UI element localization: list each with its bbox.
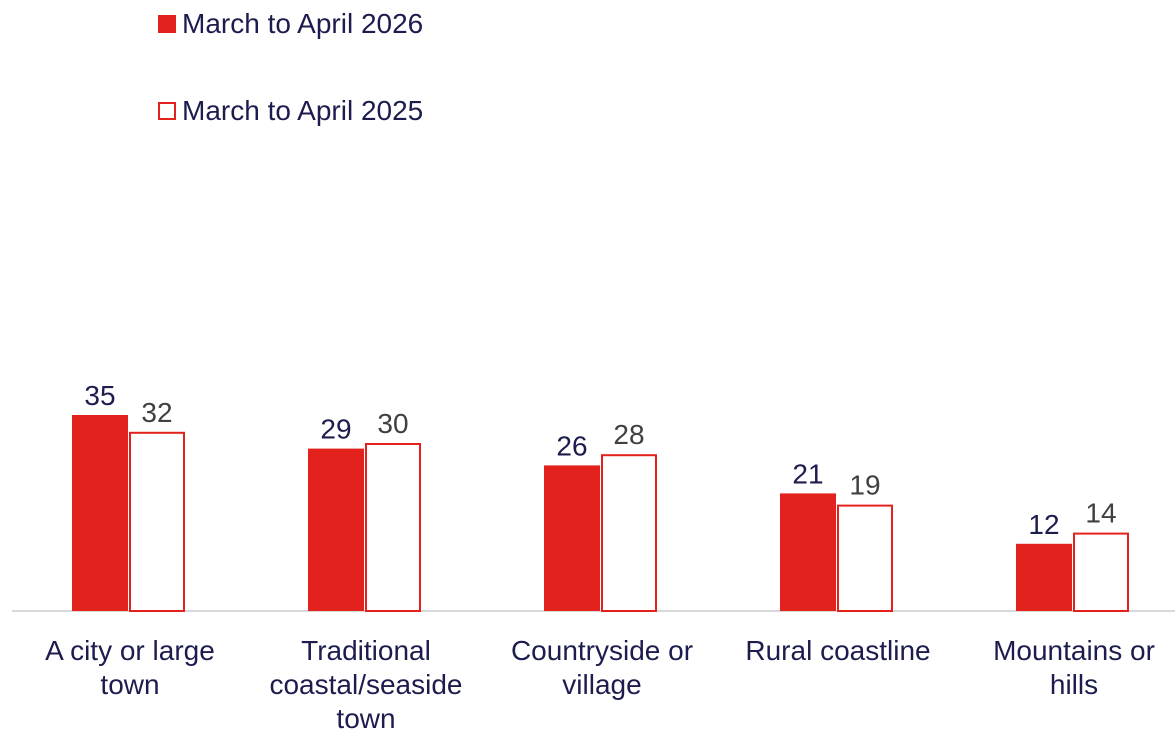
bar-series-1-5 xyxy=(1016,543,1072,611)
bar-series-1-3 xyxy=(544,465,600,611)
bar-series-2-1 xyxy=(129,431,185,612)
data-label-series-1-4: 21 xyxy=(792,458,823,489)
data-label-series-1-2: 29 xyxy=(320,414,351,445)
data-label-series-2-5: 14 xyxy=(1085,498,1116,529)
bar-series-2-3 xyxy=(601,454,657,613)
bar-series-2-5 xyxy=(1073,532,1129,612)
legend-label-1: March to April 2026 xyxy=(182,8,424,39)
bar-series-2-4 xyxy=(837,504,893,613)
bar-series-1-2 xyxy=(308,448,364,611)
legend-item-1: March to April 2026 xyxy=(158,8,423,40)
legend-swatch-2 xyxy=(158,102,176,120)
data-label-series-2-4: 19 xyxy=(849,470,880,501)
data-label-series-1-1: 35 xyxy=(84,380,115,411)
bar-series-1-4 xyxy=(780,493,836,611)
legend-item-2: March to April 2025 xyxy=(158,95,423,127)
data-label-series-1-3: 26 xyxy=(556,430,587,461)
legend-swatch-1 xyxy=(158,15,176,33)
data-label-series-2-2: 30 xyxy=(377,408,408,439)
x-tick-label-1: A city or large town xyxy=(45,635,215,700)
data-label-series-2-1: 32 xyxy=(141,397,172,428)
x-tick-label-3: Countryside or village xyxy=(510,635,694,700)
bar-series-2-2 xyxy=(365,443,421,612)
x-tick-label-5: Mountains or hills xyxy=(993,635,1155,700)
x-tick-label-4: Rural coastline xyxy=(745,635,931,666)
data-label-series-1-5: 12 xyxy=(1028,509,1059,540)
legend-label-2: March to April 2025 xyxy=(182,95,424,126)
data-label-series-2-3: 28 xyxy=(613,419,644,450)
x-tick-label-2: Traditional coastal/seaside town xyxy=(269,635,463,734)
bar-series-1-1 xyxy=(72,415,128,611)
